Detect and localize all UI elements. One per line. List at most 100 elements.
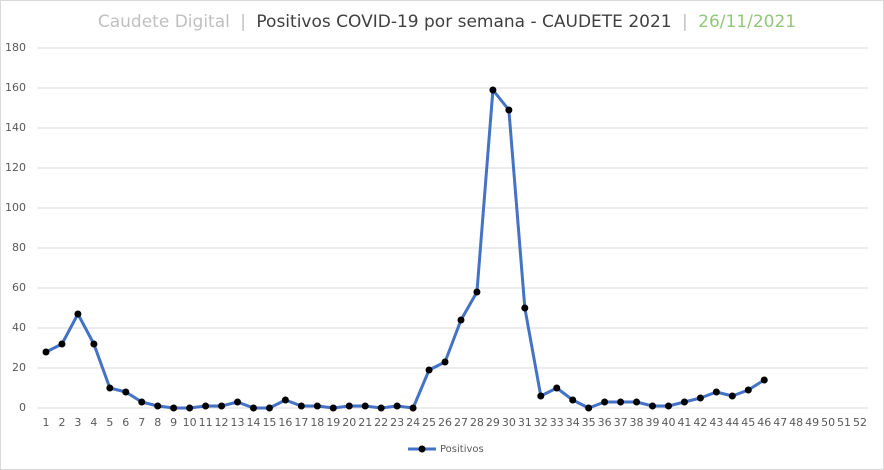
- data-point: [696, 394, 704, 402]
- data-point: [569, 396, 577, 404]
- y-tick-label: 40: [12, 321, 26, 334]
- y-tick-label: 80: [12, 241, 26, 254]
- data-point: [154, 402, 162, 410]
- data-point: [553, 384, 561, 392]
- data-point: [170, 404, 178, 412]
- data-point: [234, 398, 242, 406]
- x-tick-label: 46: [757, 416, 771, 429]
- legend-label: Positivos: [440, 444, 484, 455]
- x-tick-label: 9: [170, 416, 177, 429]
- title-separator: |: [240, 12, 246, 32]
- data-point: [409, 404, 417, 412]
- x-tick-label: 39: [646, 416, 660, 429]
- x-tick-label: 10: [183, 416, 197, 429]
- title-date: 26/11/2021: [698, 12, 796, 32]
- x-tick-label: 8: [154, 416, 161, 429]
- data-point: [138, 398, 146, 406]
- y-tick-label: 0: [19, 401, 26, 414]
- data-point: [58, 340, 66, 348]
- data-point: [377, 404, 385, 412]
- x-tick-label: 4: [90, 416, 97, 429]
- data-point: [441, 358, 449, 366]
- x-tick-label: 42: [693, 416, 707, 429]
- x-tick-label: 1: [42, 416, 49, 429]
- x-tick-label: 40: [661, 416, 675, 429]
- x-tick-label: 24: [406, 416, 420, 429]
- x-tick-label: 31: [518, 416, 532, 429]
- x-tick-label: 20: [342, 416, 356, 429]
- title-separator: |: [682, 12, 688, 32]
- data-point: [313, 402, 321, 410]
- x-tick-label: 22: [374, 416, 388, 429]
- y-tick-label: 100: [5, 201, 26, 214]
- x-tick-label: 44: [725, 416, 739, 429]
- data-point: [393, 402, 401, 410]
- data-point: [329, 404, 337, 412]
- x-tick-label: 30: [502, 416, 516, 429]
- data-point: [42, 348, 50, 356]
- x-tick-label: 33: [550, 416, 564, 429]
- x-tick-label: 48: [789, 416, 803, 429]
- data-point: [281, 396, 289, 404]
- data-point: [744, 386, 752, 394]
- data-point: [218, 402, 226, 410]
- data-point: [680, 398, 688, 406]
- data-point: [90, 340, 98, 348]
- data-point: [728, 392, 736, 400]
- x-tick-label: 36: [598, 416, 612, 429]
- x-tick-label: 49: [805, 416, 819, 429]
- data-point: [265, 404, 273, 412]
- x-tick-label: 2: [58, 416, 65, 429]
- x-tick-label: 14: [246, 416, 260, 429]
- data-point: [649, 402, 657, 410]
- x-tick-label: 51: [837, 416, 851, 429]
- data-point: [585, 404, 593, 412]
- chart-title: Caudete Digital | Positivos COVID-19 por…: [98, 12, 796, 32]
- x-tick-label: 7: [138, 416, 145, 429]
- data-point: [489, 86, 497, 94]
- x-tick-label: 50: [821, 416, 835, 429]
- x-tick-label: 11: [199, 416, 213, 429]
- x-tick-label: 12: [215, 416, 229, 429]
- x-tick-label: 23: [390, 416, 404, 429]
- title-main: Positivos COVID-19 por semana - CAUDETE …: [256, 12, 671, 32]
- data-point: [473, 288, 481, 296]
- x-tick-label: 27: [454, 416, 468, 429]
- data-point: [202, 402, 210, 410]
- x-tick-label: 38: [630, 416, 644, 429]
- x-tick-label: 16: [278, 416, 292, 429]
- data-point: [617, 398, 625, 406]
- title-source: Caudete Digital: [98, 12, 230, 32]
- x-tick-label: 3: [74, 416, 81, 429]
- x-tick-label: 43: [709, 416, 723, 429]
- x-tick-label: 34: [566, 416, 580, 429]
- x-tick-label: 45: [741, 416, 755, 429]
- x-tick-label: 15: [262, 416, 276, 429]
- legend-marker: [418, 445, 426, 453]
- y-tick-label: 60: [12, 281, 26, 294]
- x-tick-label: 18: [310, 416, 324, 429]
- data-point: [249, 404, 257, 412]
- data-point: [760, 376, 768, 384]
- data-point: [601, 398, 609, 406]
- x-tick-label: 32: [534, 416, 548, 429]
- data-point: [664, 402, 672, 410]
- x-tick-label: 35: [582, 416, 596, 429]
- x-tick-label: 47: [773, 416, 787, 429]
- data-point: [345, 402, 353, 410]
- x-tick-label: 52: [853, 416, 867, 429]
- data-point: [425, 366, 433, 374]
- data-point: [457, 316, 465, 324]
- y-tick-label: 120: [5, 161, 26, 174]
- data-point: [122, 388, 130, 396]
- x-tick-label: 25: [422, 416, 436, 429]
- y-tick-label: 160: [5, 81, 26, 94]
- x-tick-label: 6: [122, 416, 129, 429]
- data-point: [505, 106, 513, 114]
- x-tick-label: 21: [358, 416, 372, 429]
- data-point: [106, 384, 114, 392]
- data-point: [537, 392, 545, 400]
- x-tick-label: 41: [677, 416, 691, 429]
